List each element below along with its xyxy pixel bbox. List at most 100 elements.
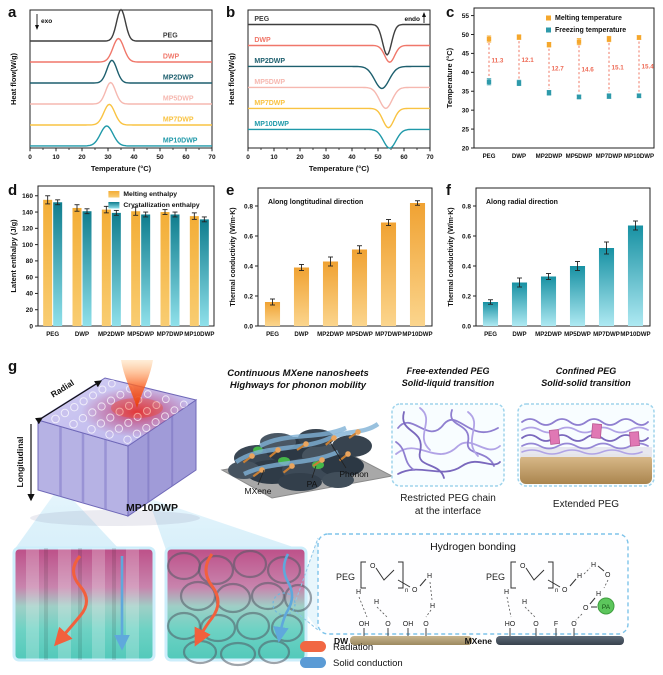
svg-text:MP10DWP: MP10DWP: [184, 331, 214, 338]
panel-letter-a: a: [8, 4, 17, 21]
delta-label: 15.4: [642, 64, 655, 71]
delta-label: 12.7: [552, 66, 565, 73]
phase-temperature-chart: 20 25 30 35 40 45 50 55 Temperature (°C) PEG DWP MP…: [445, 7, 655, 160]
mxene-title-line1: Continuous MXene nanosheets: [227, 368, 368, 379]
svg-text:40: 40: [130, 154, 138, 161]
mxene-label: MXene: [245, 486, 272, 496]
y-axis-label: Heat flow(W/g): [227, 52, 236, 105]
svg-text:PA: PA: [602, 604, 611, 611]
peg-label: PEG: [336, 572, 355, 582]
free-peg-title-line2: Solid-liquid transition: [402, 378, 495, 388]
svg-text:0: 0: [28, 154, 32, 161]
magnified-cell-marker: [272, 592, 296, 616]
svg-text:70: 70: [426, 154, 434, 161]
radial-arrow: [35, 380, 103, 425]
svg-text:O: O: [533, 621, 539, 628]
svg-text:H: H: [591, 562, 596, 569]
phonon-highways: [234, 422, 380, 477]
svg-text:MP10DWP: MP10DWP: [624, 153, 654, 160]
confined-peg-panel: Confined PEG Solid-solid transition Exte…: [517, 366, 655, 510]
svg-text:MP5DWP: MP5DWP: [346, 331, 373, 338]
exo-annotation: exo: [41, 18, 52, 25]
hbond-left-structure: PEG O n O H H H H OH O OH O: [334, 561, 472, 646]
svg-text:40: 40: [348, 154, 356, 161]
svg-text:O: O: [562, 587, 568, 594]
flame-icon: [121, 360, 153, 408]
svg-text:PEG: PEG: [484, 331, 497, 338]
svg-text:20: 20: [78, 154, 86, 161]
radiation-swatch: [300, 641, 326, 652]
svg-text:O: O: [605, 572, 611, 579]
hbond-panel: Hydrogen bonding PEG O n O H H H H: [317, 533, 629, 646]
y-axis-label: Thermal conductivity (W/m·K): [448, 207, 455, 306]
svg-text:O: O: [571, 621, 577, 628]
panel-letter-d: d: [8, 182, 18, 199]
beam-left: [14, 486, 120, 550]
beam-right: [148, 498, 302, 550]
svg-text:H: H: [522, 599, 527, 606]
svg-text:MP5DWP: MP5DWP: [566, 153, 593, 160]
solid-conduction-swatch: [300, 657, 326, 668]
svg-text:0.8: 0.8: [244, 203, 253, 210]
svg-text:PEG: PEG: [266, 331, 279, 338]
svg-text:MP2DWP: MP2DWP: [535, 331, 562, 338]
tangled-chains: [395, 407, 501, 479]
x-axis-label: Temperature (°C): [309, 164, 370, 173]
svg-text:H: H: [374, 599, 379, 606]
series-label: MP10DWP: [163, 137, 198, 144]
svg-text:H: H: [596, 591, 601, 598]
svg-text:n: n: [405, 588, 408, 594]
svg-text:MP2DWP: MP2DWP: [98, 331, 125, 338]
svg-text:MP5DWP: MP5DWP: [127, 331, 154, 338]
svg-text:HO: HO: [505, 621, 516, 628]
legend-label: Freezing temperature: [555, 27, 626, 34]
svg-text:OH: OH: [359, 621, 370, 628]
radiation-label: Radiation: [333, 642, 373, 653]
series-label: MP2DWP: [163, 75, 194, 82]
free-peg-panel: Free-extended PEG Solid-liquid transitio…: [391, 366, 505, 517]
svg-text:DWP: DWP: [512, 153, 526, 160]
pink-blocks: [548, 423, 640, 447]
mxene-substrate-label: MXene: [465, 636, 493, 646]
svg-text:PEG: PEG: [483, 153, 496, 160]
y-axis-label: Temperature (°C): [445, 47, 454, 108]
delta-label: 12.1: [522, 57, 535, 64]
svg-text:10: 10: [270, 154, 278, 161]
svg-text:PEG: PEG: [46, 331, 59, 338]
delta-label: 14.6: [582, 66, 595, 73]
svg-text:0.6: 0.6: [462, 233, 471, 240]
panel-letter-c: c: [446, 4, 455, 21]
svg-text:MP7DWP: MP7DWP: [157, 331, 184, 338]
svg-text:DWP: DWP: [75, 331, 89, 338]
confined-peg-title-line2: Solid-solid transition: [541, 378, 631, 388]
series-label: PEG: [163, 33, 178, 40]
svg-text:50: 50: [156, 154, 164, 161]
svg-text:O: O: [583, 605, 589, 612]
svg-text:MP10DWP: MP10DWP: [402, 331, 432, 338]
svg-text:120: 120: [22, 226, 33, 233]
longitudinal-conductivity-chart: 0.0 0.2 0.4 0.6 0.8 Thermal conductivity (W/m…: [230, 187, 433, 338]
svg-text:DWP: DWP: [294, 331, 308, 338]
svg-text:H: H: [430, 603, 435, 610]
endo-annotation: endo: [404, 16, 420, 23]
series-label: MP2DWP: [254, 58, 285, 65]
svg-text:MP2DWP: MP2DWP: [317, 331, 344, 338]
interface-layer: [520, 447, 652, 457]
phonon-label: Phonon: [339, 469, 369, 479]
svg-text:MP7DWP: MP7DWP: [375, 331, 402, 338]
solid-conduction-label: Solid conduction: [333, 658, 403, 669]
series-label: MP5DWP: [254, 79, 285, 86]
y-axis-label: Thermal conductivity (W/m·K): [230, 207, 237, 306]
pa-label: PA: [307, 479, 318, 489]
svg-text:H: H: [577, 573, 582, 580]
conduction-arrow: [273, 553, 294, 643]
cube: Radial Longitudinal MP10DWP: [15, 360, 200, 526]
svg-text:25: 25: [462, 126, 470, 133]
y-axis-label: Latent enthalpy (J/g): [9, 219, 18, 293]
svg-text:40: 40: [26, 291, 34, 298]
svg-text:30: 30: [104, 154, 112, 161]
svg-text:F: F: [554, 621, 558, 628]
svg-text:35: 35: [462, 89, 470, 96]
phonon-arrows: [242, 429, 361, 478]
